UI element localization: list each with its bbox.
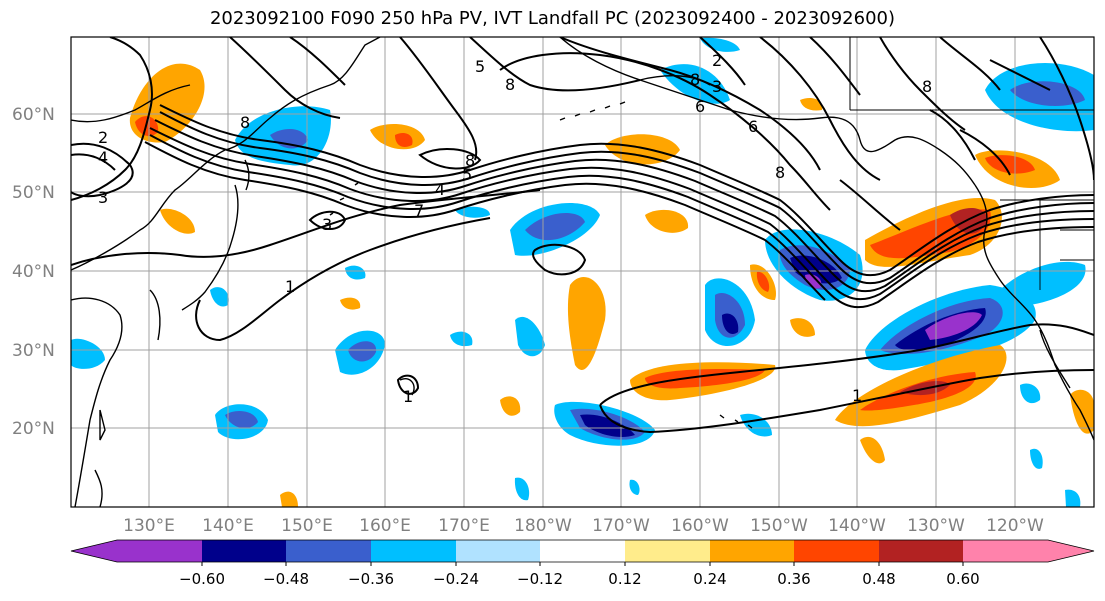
- lon-label: 170°E: [438, 516, 490, 536]
- plot-frame: [70, 36, 1095, 508]
- lat-label: 20°N: [12, 419, 55, 439]
- contour-label: 8: [505, 75, 515, 94]
- lon-label: 180°W: [514, 516, 572, 536]
- lon-label: 170°W: [592, 516, 650, 536]
- contour-label: 1: [403, 387, 413, 406]
- longitude-labels: 130°E 140°E 150°E 160°E 170°E 180°W 170°…: [123, 516, 1044, 536]
- lon-label: 140°W: [828, 516, 886, 536]
- colorbar-max-extend: [963, 540, 1094, 562]
- contour-label: 8: [775, 163, 785, 182]
- lon-label: 150°E: [281, 516, 333, 536]
- pv-contours: [71, 37, 1094, 434]
- lat-label: 40°N: [12, 262, 55, 282]
- contour-label: 7: [414, 201, 424, 220]
- colorbar: −0.60 −0.48 −0.36 −0.24 −0.12 0.12 0.24 …: [70, 539, 1095, 588]
- contour-label: 3: [712, 77, 722, 96]
- contour-label: 5: [462, 165, 472, 184]
- lon-label: 160°W: [671, 516, 729, 536]
- colorbar-bin: [202, 540, 286, 562]
- colorbar-bin: [117, 540, 202, 562]
- contour-label: 3: [98, 188, 108, 207]
- contour-label: 6: [695, 97, 705, 116]
- colorbar-tick-label: 0.60: [946, 570, 979, 588]
- latitude-labels: 60°N 50°N 40°N 30°N 20°N: [12, 105, 55, 439]
- colorbar-tick-label: 0.36: [777, 570, 810, 588]
- colorbar-tick-label: −0.36: [348, 570, 394, 588]
- contour-label: 3: [322, 215, 332, 234]
- contour-label: 2: [98, 128, 108, 147]
- contour-label: 8: [690, 70, 700, 89]
- lat-label: 30°N: [12, 341, 55, 361]
- colorbar-min-extend: [71, 540, 117, 562]
- lat-label: 50°N: [12, 183, 55, 203]
- colorbar-bin: [456, 540, 540, 562]
- lat-label: 60°N: [12, 105, 55, 125]
- colorbar-bin: [879, 540, 963, 562]
- colorbar-bin: [371, 540, 456, 562]
- contour-label: 1: [285, 277, 295, 296]
- contour-label: 8: [465, 151, 475, 170]
- lon-label: 120°W: [986, 516, 1044, 536]
- contour-label: 8: [240, 113, 250, 132]
- contour-label: 2: [712, 51, 722, 70]
- contour-label: 5: [475, 57, 485, 76]
- colorbar-bin: [540, 540, 625, 562]
- contour-label: 1: [852, 386, 862, 405]
- colorbar-bin: [794, 540, 879, 562]
- contour-label: 4: [98, 148, 108, 167]
- colorbar-tick-label: −0.60: [179, 570, 225, 588]
- contour-label: 4: [435, 180, 445, 199]
- colorbar-ticks: [201, 562, 964, 566]
- contour-label: 8: [922, 77, 932, 96]
- lon-label: 150°W: [750, 516, 808, 536]
- colorbar-tick-label: −0.24: [433, 570, 479, 588]
- contour-labels: 2 4 3 8 5 8 6 8 2 3 6 8 8 3 1 7 4 5 8 1 …: [98, 51, 932, 406]
- contour-label: 6: [748, 117, 758, 136]
- map-title: 2023092100 F090 250 hPa PV, IVT Landfall…: [209, 8, 896, 29]
- colorbar-tick-label: 0.24: [693, 570, 726, 588]
- colorbar-tick-label: 0.48: [862, 570, 895, 588]
- colorbar-tick-label: 0.12: [608, 570, 641, 588]
- colorbar-bin: [710, 540, 794, 562]
- colorbar-bin: [286, 540, 371, 562]
- lon-label: 130°W: [907, 516, 965, 536]
- lon-label: 140°E: [202, 516, 254, 536]
- colorbar-bin: [625, 540, 710, 562]
- colorbar-tick-label: −0.12: [517, 570, 563, 588]
- lon-label: 130°E: [123, 516, 175, 536]
- colorbar-tick-label: −0.48: [263, 570, 309, 588]
- lon-label: 160°E: [359, 516, 411, 536]
